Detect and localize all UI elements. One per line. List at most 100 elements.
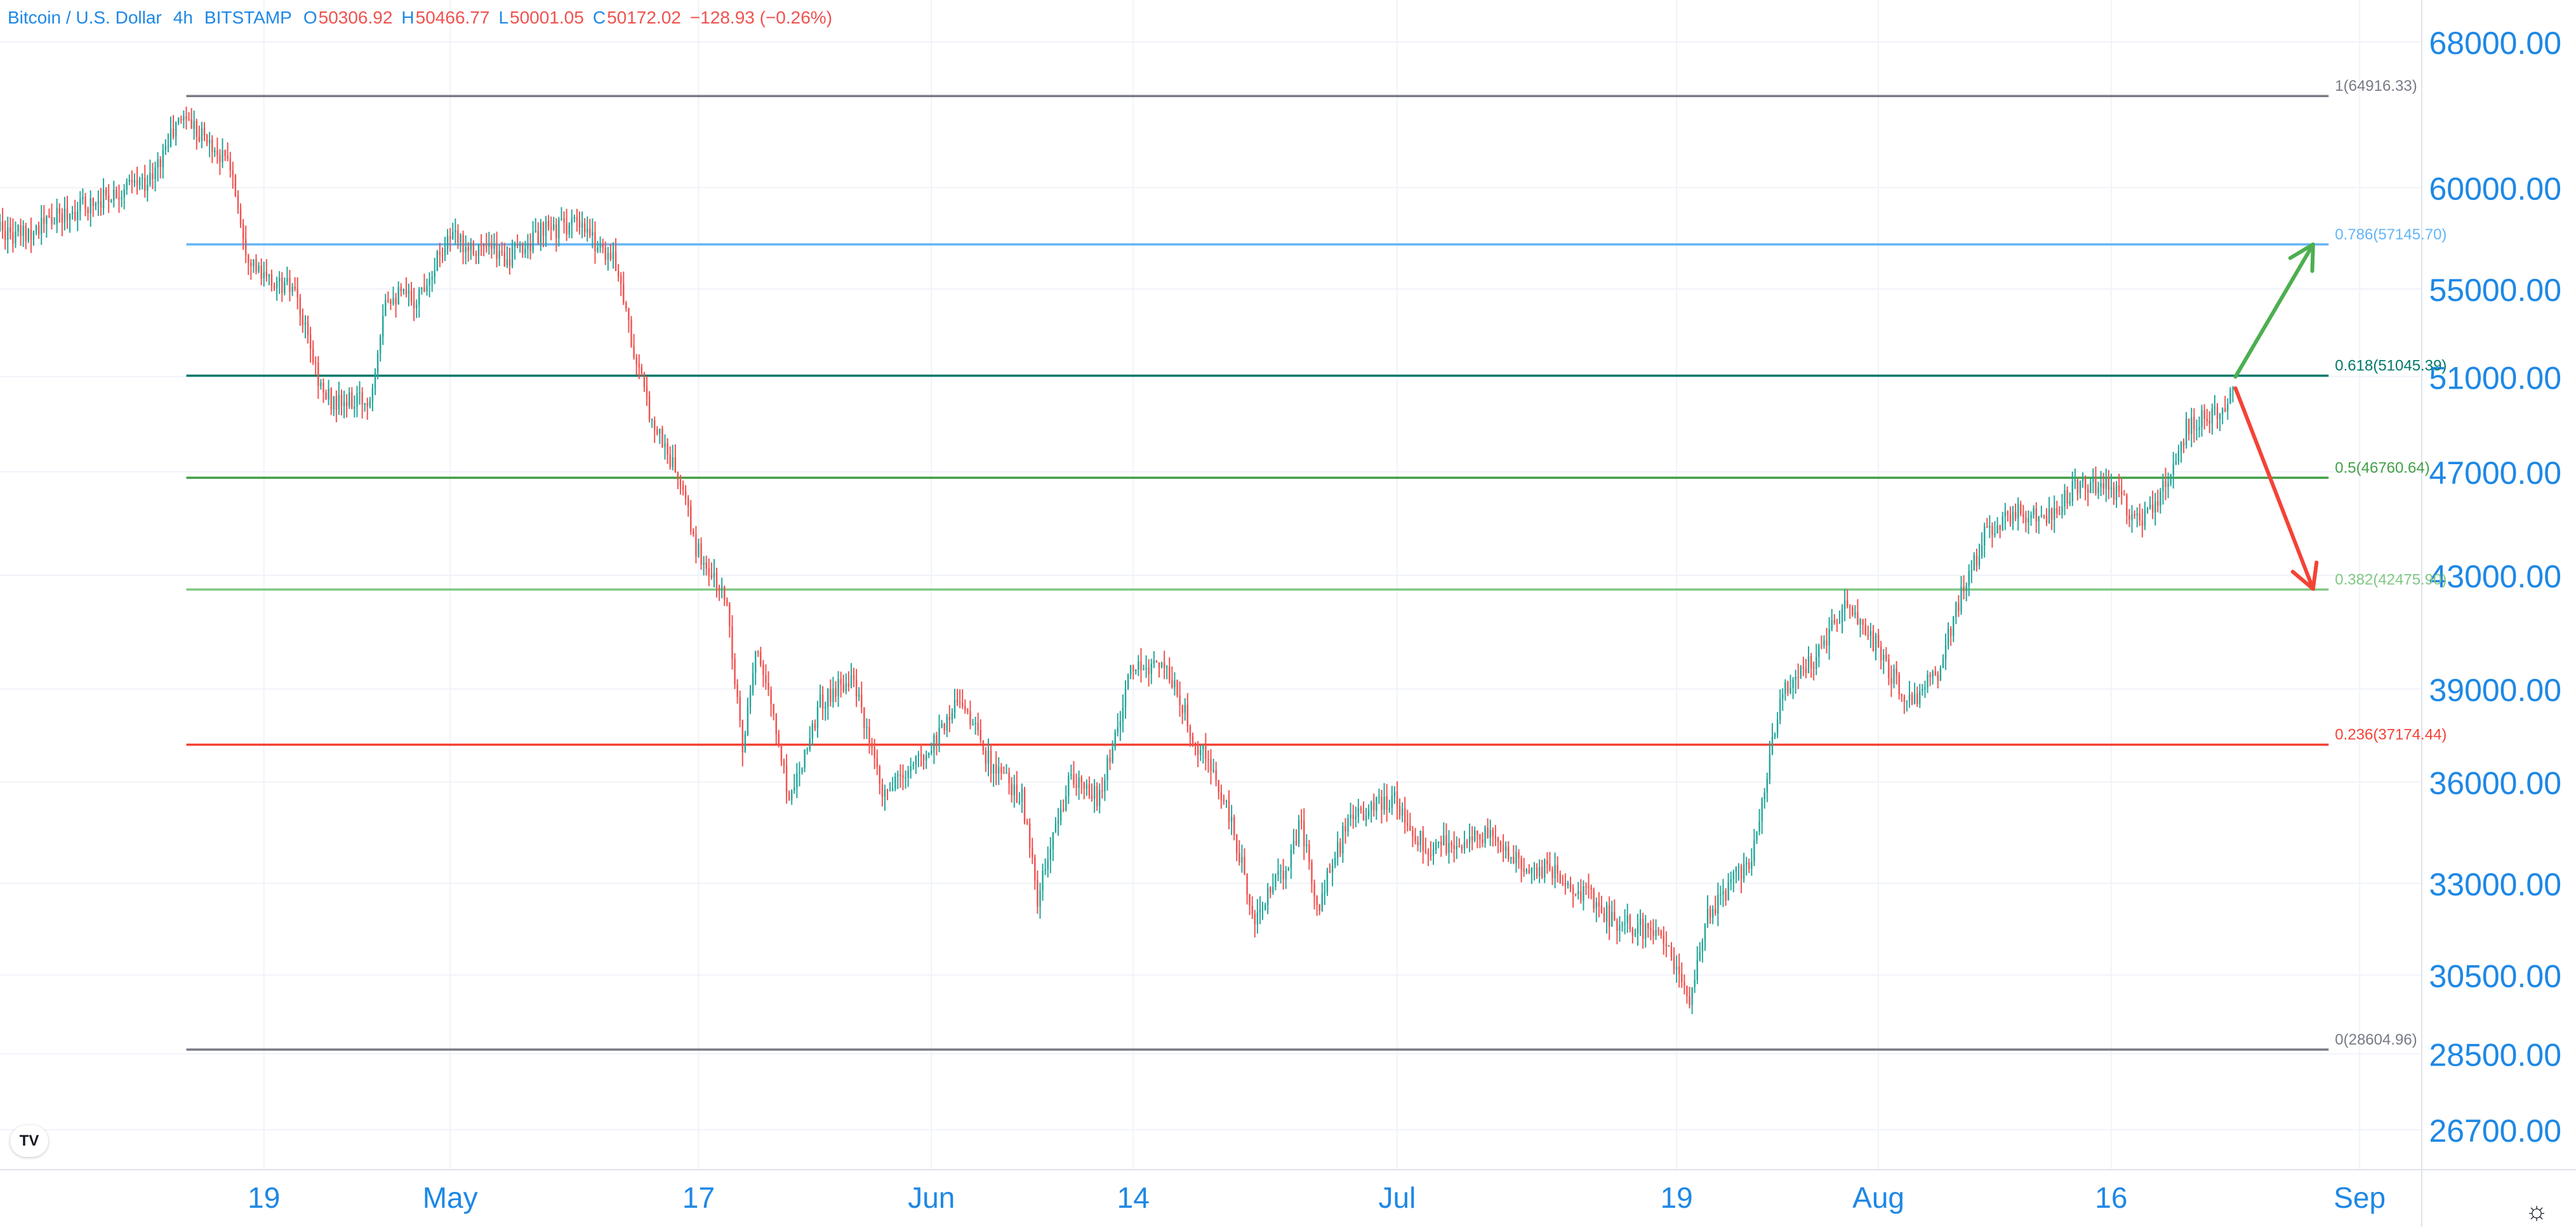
candle-body: [1913, 693, 1916, 704]
candle-body: [2182, 442, 2185, 446]
candle-body: [2123, 494, 2125, 496]
candle: [2079, 480, 2081, 499]
interval-label[interactable]: 4h: [173, 8, 193, 27]
candle: [1624, 909, 1626, 935]
candle-body: [278, 277, 281, 282]
candle-body: [2079, 481, 2081, 493]
candle: [1264, 902, 1266, 911]
candle-body: [871, 743, 873, 748]
candle-body: [273, 286, 276, 288]
candle: [1913, 683, 1916, 705]
candle-body: [1249, 894, 1251, 906]
candle: [925, 750, 927, 769]
candle: [799, 761, 800, 787]
candle: [222, 138, 223, 168]
candle: [1127, 673, 1129, 690]
candle: [2012, 505, 2014, 530]
candle: [2118, 473, 2120, 498]
candle-body: [2084, 478, 2087, 489]
tradingview-logo-icon[interactable]: TV: [10, 1125, 48, 1157]
candle: [1424, 838, 1427, 855]
candle-body: [299, 297, 302, 316]
fib-level-label: 1(64916.33): [2335, 77, 2417, 95]
candle: [1916, 686, 1918, 707]
candle: [943, 723, 945, 735]
price-axis-label: 26700.00: [2429, 1113, 2561, 1149]
candle: [625, 300, 627, 312]
candle-body: [402, 289, 405, 292]
candle: [1981, 532, 1983, 559]
candle: [37, 221, 40, 239]
candle: [69, 213, 71, 233]
candle-body: [653, 420, 656, 430]
candle-body: [1706, 908, 1709, 924]
candle-body: [1422, 831, 1424, 851]
candle-body: [1407, 822, 1409, 826]
candle: [1715, 895, 1716, 916]
candle: [428, 272, 430, 298]
exchange-label[interactable]: BITSTAMP: [204, 8, 292, 27]
candle-body: [1756, 831, 1758, 841]
candle: [1510, 857, 1512, 864]
candle: [1114, 729, 1116, 751]
candle-body: [1355, 817, 1357, 819]
candle: [2071, 471, 2073, 506]
candle: [2014, 503, 2017, 521]
candle-body: [1445, 835, 1447, 853]
candle-body: [804, 749, 806, 768]
candle: [661, 425, 663, 448]
candle-body: [1774, 733, 1776, 737]
candle-body: [1230, 817, 1233, 822]
candle-body: [1549, 864, 1551, 870]
candle-body: [1047, 859, 1049, 870]
candle: [102, 178, 105, 215]
candle-body: [2056, 507, 2058, 514]
candle: [583, 218, 586, 237]
candle: [1365, 808, 1367, 827]
candle-body: [472, 243, 475, 254]
candle-body: [1673, 957, 1675, 970]
candle-body: [1065, 796, 1067, 810]
candle: [434, 257, 435, 284]
candle: [586, 216, 588, 242]
candle-body: [222, 150, 223, 163]
candle-body: [1440, 841, 1442, 845]
candle-body: [713, 572, 715, 578]
candle-body: [147, 184, 149, 191]
candle-body: [1236, 834, 1238, 853]
candle: [1763, 788, 1765, 809]
candle-body: [767, 683, 769, 690]
candle-body: [2009, 514, 2012, 524]
candle-body: [390, 300, 392, 304]
candle-body: [1474, 830, 1476, 841]
candle: [1828, 617, 1830, 660]
symbol-name[interactable]: Bitcoin / U.S. Dollar: [8, 8, 162, 27]
candle-body: [105, 189, 107, 196]
candle: [1494, 825, 1497, 846]
candle-body: [2131, 514, 2133, 520]
candle: [1823, 635, 1825, 649]
candle-body: [1083, 782, 1086, 789]
chart-settings-icon[interactable]: ☼: [2525, 1196, 2549, 1225]
candle: [7, 217, 9, 254]
candle: [2113, 481, 2115, 505]
candle: [775, 712, 777, 744]
candle-body: [2198, 427, 2200, 430]
candle-body: [296, 289, 298, 298]
candle-body: [157, 159, 159, 168]
candle: [227, 142, 229, 162]
candle-body: [1939, 668, 1942, 681]
candle: [2054, 495, 2055, 533]
candle-body: [2229, 389, 2231, 404]
candle: [496, 231, 498, 268]
candle: [1059, 799, 1062, 826]
candle-body: [1261, 909, 1264, 910]
candle-body: [516, 244, 519, 246]
candle-body: [1352, 815, 1354, 819]
candle: [164, 139, 167, 156]
candle-body: [2188, 419, 2190, 434]
candle-body: [1991, 526, 1993, 535]
candle: [1756, 831, 1758, 845]
